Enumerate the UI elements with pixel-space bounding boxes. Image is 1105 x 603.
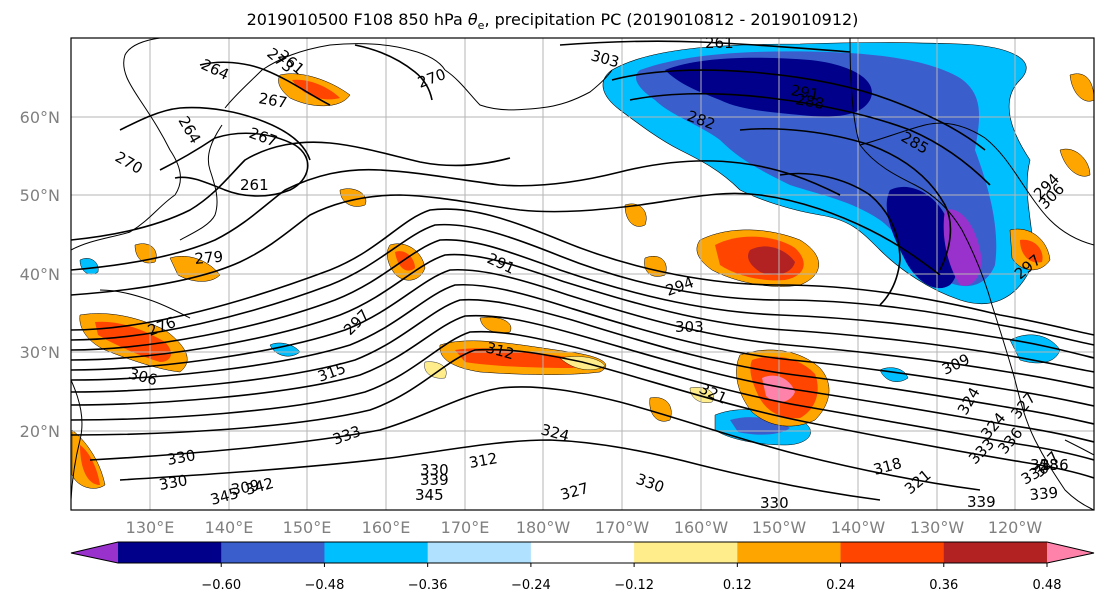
map-frame	[70, 37, 1095, 511]
lon-labels: 130°E 140°E 150°E 160°E 170°E 180°W 170°…	[126, 518, 1043, 537]
colorbar-tick-label: 0.24	[826, 578, 855, 593]
positive-region-misc	[71, 73, 1094, 489]
colorbar-tick-label: 0.48	[1033, 578, 1062, 593]
positive-region-mid-pacific-core	[748, 246, 795, 275]
contour-label: 330	[420, 461, 449, 479]
lon-label: 140°W	[831, 518, 886, 537]
contour-label: 303	[675, 318, 704, 336]
colorbar-cell	[118, 542, 222, 563]
colorbar-tick-label: 0.12	[723, 578, 752, 593]
positive-region-north-pacific-jet-core	[455, 348, 585, 368]
lon-label: 150°E	[283, 518, 332, 537]
theta-e-contours	[71, 40, 1094, 501]
positive-region-light-yellow	[424, 356, 714, 403]
colorbar-cell	[427, 542, 532, 563]
colorbar-cell	[221, 542, 325, 563]
contour-label: 330	[760, 494, 789, 512]
contour-label: 312	[468, 449, 499, 472]
colorbar-tick-label: 0.36	[929, 578, 958, 593]
contour-label: 336	[1040, 456, 1069, 474]
contour-label: 339	[967, 493, 996, 511]
contour-label: 345	[415, 486, 444, 504]
colorbar-cell	[324, 542, 429, 563]
lat-label: 20°N	[20, 422, 60, 441]
lat-label: 40°N	[20, 265, 60, 284]
lon-label: 170°W	[595, 518, 650, 537]
contour-label: 291	[789, 81, 820, 104]
contour-label: 279	[194, 248, 224, 268]
lon-label: 180°W	[516, 518, 571, 537]
contour-label: 261	[240, 176, 269, 194]
lat-label: 30°N	[20, 343, 60, 362]
negative-region-core-purple	[943, 209, 982, 286]
colorbar: −0.60 −0.48 −0.36 −0.24 −0.12 0.12 0.24 0.36 0.4…	[70, 541, 1095, 593]
contour-label: 288	[794, 90, 825, 113]
contour-label: 330	[158, 471, 189, 494]
colorbar-cell	[943, 542, 1048, 563]
contour-label: 309	[230, 476, 261, 499]
colorbar-tick-label: −0.60	[201, 578, 241, 593]
colorbar-tick-label: −0.12	[614, 578, 654, 593]
colorbar-outline	[70, 541, 1095, 564]
lon-label: 160°E	[362, 518, 411, 537]
lon-label: 130°E	[126, 518, 175, 537]
contour-label: 318	[1030, 456, 1059, 474]
colorbar-tick-label: −0.36	[408, 578, 448, 593]
lon-label: 150°W	[752, 518, 807, 537]
colorbar-cell	[737, 542, 842, 563]
map-title: 2019010500 F108 850 hPa θe, precipitatio…	[246, 10, 859, 33]
lat-label: 50°N	[20, 186, 60, 205]
lon-label: 120°W	[988, 518, 1043, 537]
contour-label: 267	[257, 89, 288, 112]
colorbar-cell	[530, 542, 635, 563]
colorbar-tick-label: −0.24	[511, 578, 551, 593]
contour-label: 261	[705, 34, 734, 52]
graticule	[71, 38, 1094, 510]
contour-label: 339	[1029, 484, 1059, 504]
colorbar-extend-high	[1047, 542, 1094, 563]
colorbar-tick-label: −0.48	[305, 578, 345, 593]
lon-label: 140°E	[205, 518, 254, 537]
lat-labels: 60°N 50°N 40°N 30°N 20°N	[20, 108, 60, 441]
lon-label: 160°W	[674, 518, 729, 537]
colorbar-extend-low	[71, 542, 118, 563]
colorbar-cell	[840, 542, 945, 563]
lon-label: 130°W	[910, 518, 965, 537]
lon-label: 170°E	[441, 518, 490, 537]
lat-label: 60°N	[20, 108, 60, 127]
contour-label: 339	[420, 471, 449, 489]
contour-label: 330	[166, 446, 197, 469]
colorbar-cell	[634, 542, 738, 563]
